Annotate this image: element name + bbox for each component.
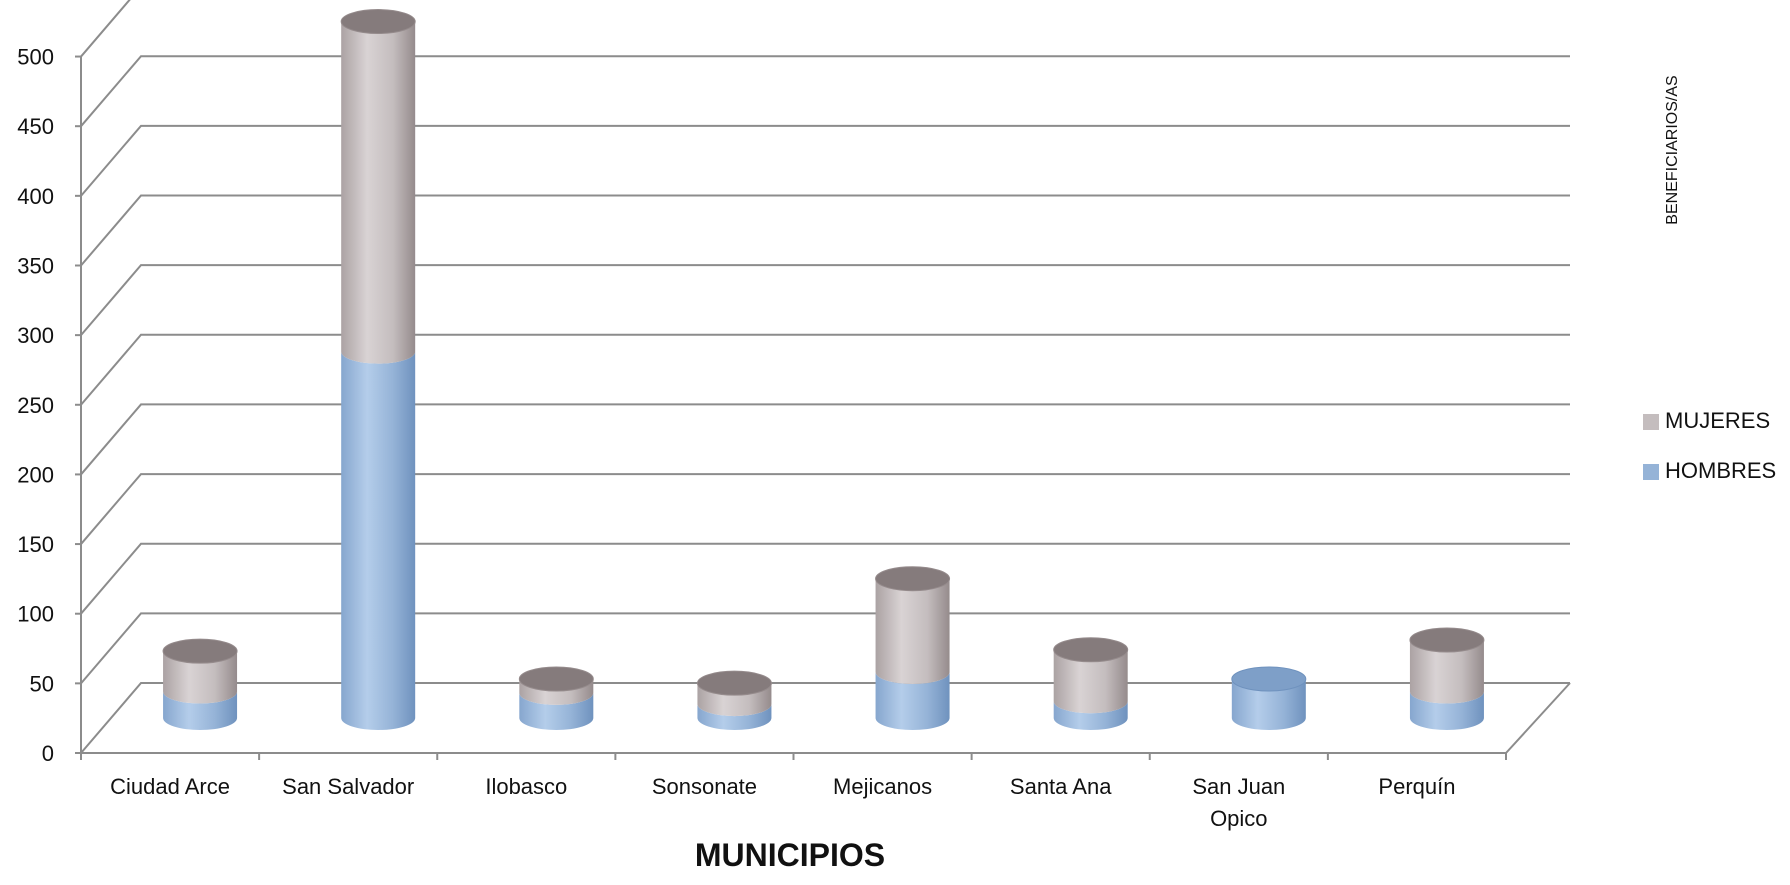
floor-edge (1505, 682, 1571, 754)
y-tick-label: 350 (17, 253, 54, 278)
y-tick-label: 100 (17, 602, 54, 627)
y-tick-label: 450 (17, 114, 54, 139)
gridline (80, 264, 1570, 336)
bar-mujeres (697, 683, 772, 717)
gridline (80, 124, 1570, 197)
y-tick-label: 250 (17, 393, 54, 418)
legend-label: HOMBRES (1665, 458, 1776, 483)
bar-top-cap (340, 9, 416, 35)
x-category-label: Sonsonate (652, 774, 757, 799)
y-tick-label: 200 (17, 462, 54, 487)
y-axis-title: BENEFICIARIOS/AS (1664, 75, 1681, 224)
bar-stack (518, 666, 594, 730)
bar-top-cap (1231, 666, 1307, 692)
legend-item-hombres: HOMBRES (1643, 458, 1776, 483)
bar-hombres (163, 691, 238, 730)
x-axis-title: MUNICIPIOS (695, 837, 885, 873)
x-category-label: Mejicanos (833, 774, 932, 799)
bar-mujeres (1409, 639, 1484, 704)
bar-top-cap (875, 566, 951, 592)
gridline (80, 333, 1570, 406)
gridline (80, 612, 1570, 685)
gridlines (80, 0, 1570, 754)
bar-stack (1409, 627, 1485, 730)
bar-stack (162, 638, 238, 730)
x-category-label: Ciudad Arce (110, 774, 230, 799)
x-category-label: Ilobasco (485, 774, 567, 799)
bar-hombres (1409, 691, 1484, 730)
axes (75, 55, 1571, 760)
bar-top-cap (1409, 627, 1485, 653)
bar-top-cap (162, 638, 238, 664)
gridline (80, 55, 1570, 127)
legend-swatch (1643, 464, 1659, 480)
bar-stack (1231, 666, 1307, 730)
x-category-labels: Ciudad Arce San Salvador Ilobasco Sonsonate… (110, 774, 1455, 831)
x-category-label: San Salvador (282, 774, 414, 799)
gridline (80, 542, 1570, 615)
bar-hombres (519, 692, 594, 730)
bar-mujeres (1053, 649, 1128, 714)
y-tick-label: 400 (17, 184, 54, 209)
gridline (80, 682, 1570, 754)
gridline (80, 194, 1570, 267)
bar-stack (875, 566, 951, 730)
y-tick-label: 50 (30, 671, 54, 696)
bars (162, 9, 1485, 730)
bar-mujeres (519, 678, 594, 705)
bar-hombres (1231, 678, 1306, 730)
bar-hombres (875, 672, 950, 730)
x-category-label: San Juan Opico (1192, 774, 1285, 831)
bar-stack (696, 670, 772, 730)
bar-mujeres (163, 651, 238, 704)
x-category-label: Santa Ana (1010, 774, 1112, 799)
gridline (80, 403, 1570, 476)
gridline (80, 473, 1570, 545)
legend-label: MUJERES (1665, 408, 1770, 433)
y-tick-label: 500 (17, 45, 54, 70)
legend-item-mujeres: MUJERES (1643, 408, 1770, 433)
y-tick-label: 300 (17, 323, 54, 348)
bar-stack (1053, 637, 1129, 730)
y-tick-label: 150 (17, 532, 54, 557)
legend-swatch (1643, 414, 1659, 430)
bar-top-cap (518, 666, 594, 692)
x-category-label: Perquín (1378, 774, 1455, 799)
bar-hombres (1053, 701, 1128, 730)
bar-mujeres (875, 578, 950, 685)
bar-hombres (697, 704, 772, 730)
bar-hombres (341, 351, 416, 730)
y-tick-label: 0 (42, 741, 54, 766)
gridline (80, 0, 131, 58)
legend: MUJERES HOMBRES (1643, 408, 1776, 483)
bar-top-cap (696, 670, 772, 696)
bar-top-cap (1053, 637, 1129, 663)
bar-mujeres (341, 21, 416, 364)
y-tick-labels: 0 50 100 150 200 250 300 350 400 450 500 (17, 45, 54, 766)
bar-stack (340, 9, 416, 730)
